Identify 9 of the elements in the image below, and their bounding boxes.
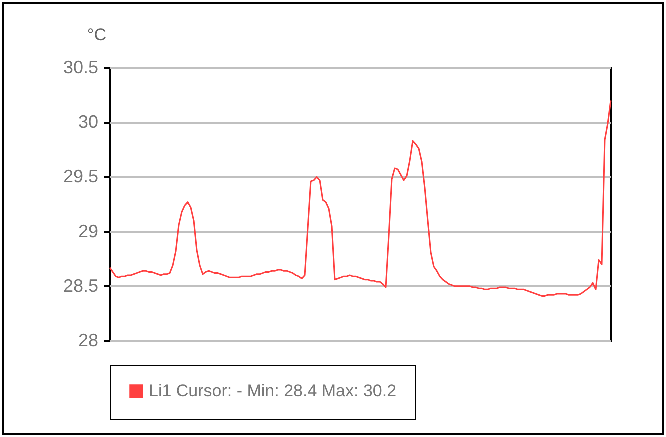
y-tick-label: 30.5: [63, 58, 98, 78]
line-series: [109, 100, 612, 297]
y-tick-label: 28: [78, 330, 98, 350]
legend-label: Li1 Cursor: - Min: 28.4 Max: 30.2: [149, 382, 397, 400]
y-tick-label: 30: [78, 112, 98, 132]
y-tick-label: 29.5: [63, 166, 98, 187]
y-axis-title: °C: [87, 26, 106, 44]
y-tick-label: 28.5: [63, 276, 98, 296]
y-tick-label: 29: [78, 221, 98, 242]
